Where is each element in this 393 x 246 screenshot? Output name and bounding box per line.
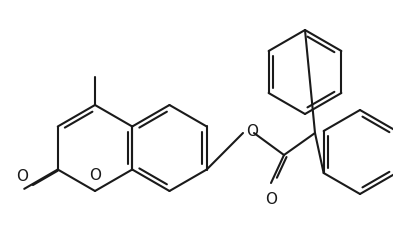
Text: O: O [246,124,258,139]
Text: O: O [265,192,277,207]
Text: O: O [89,168,101,183]
Text: O: O [16,169,28,184]
